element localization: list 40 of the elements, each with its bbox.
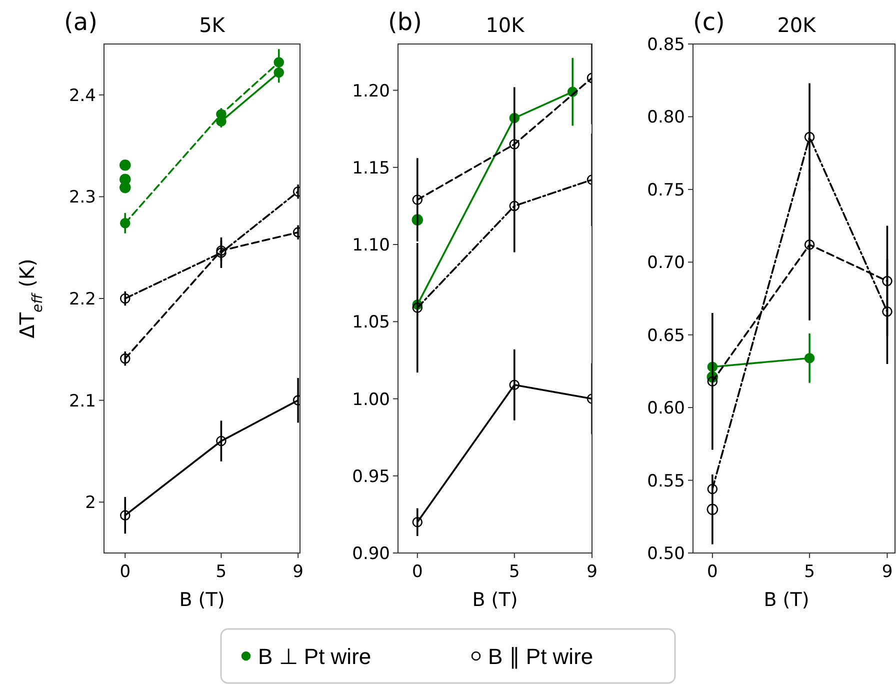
x-axis-title: B (T) — [179, 589, 225, 611]
x-axis-title: B (T) — [764, 589, 810, 611]
legend-label: B ∥ Pt wire — [488, 644, 594, 669]
y-tick-label: 0.60 — [647, 398, 685, 419]
y-tick-label: 1.10 — [352, 236, 390, 256]
x-tick-label: 0 — [412, 562, 423, 582]
legend-label: B ⊥ Pt wire — [258, 644, 372, 669]
y-tick-label: 0.65 — [647, 326, 685, 346]
x-axis-title: B (T) — [472, 589, 518, 611]
y-tick-label: 0.90 — [352, 544, 390, 564]
x-tick-label: 9 — [882, 562, 893, 582]
chart-title: 20K — [777, 13, 817, 37]
y-tick-label: 0.70 — [647, 253, 685, 274]
y-tick-label: 1.05 — [352, 312, 390, 333]
y-tick-label: 0.50 — [647, 544, 685, 564]
text: (c) — [693, 8, 725, 36]
chart-title: 10K — [486, 13, 526, 37]
y-tick-label: 2 — [85, 493, 96, 514]
y-tick-label: 2.2 — [68, 290, 96, 310]
y-tick-label: 0.75 — [647, 180, 685, 200]
text: (b) — [388, 8, 422, 36]
y-tick-label: 1.00 — [352, 390, 390, 410]
x-tick-label: 5 — [804, 562, 815, 582]
y-tick-label: 2.3 — [68, 188, 96, 208]
x-tick-label: 0 — [707, 562, 718, 582]
x-tick-label: 9 — [292, 562, 304, 582]
y-tick-label: 1.15 — [352, 158, 390, 178]
y-tick-label: 0.85 — [647, 35, 685, 55]
y-tick-label: 2.4 — [68, 86, 96, 106]
x-tick-label: 0 — [120, 562, 131, 582]
y-tick-label: 2.1 — [68, 391, 96, 412]
x-tick-label: 5 — [216, 562, 227, 582]
chart-title: 5K — [199, 13, 226, 37]
y-tick-label: 1.20 — [352, 81, 390, 102]
y-tick-label: 0.80 — [647, 108, 685, 128]
y-tick-label: 0.95 — [352, 466, 390, 487]
y-tick-label: 0.55 — [647, 471, 685, 492]
x-tick-label: 5 — [508, 562, 520, 582]
text: (a) — [64, 8, 98, 36]
x-tick-label: 9 — [586, 562, 598, 582]
